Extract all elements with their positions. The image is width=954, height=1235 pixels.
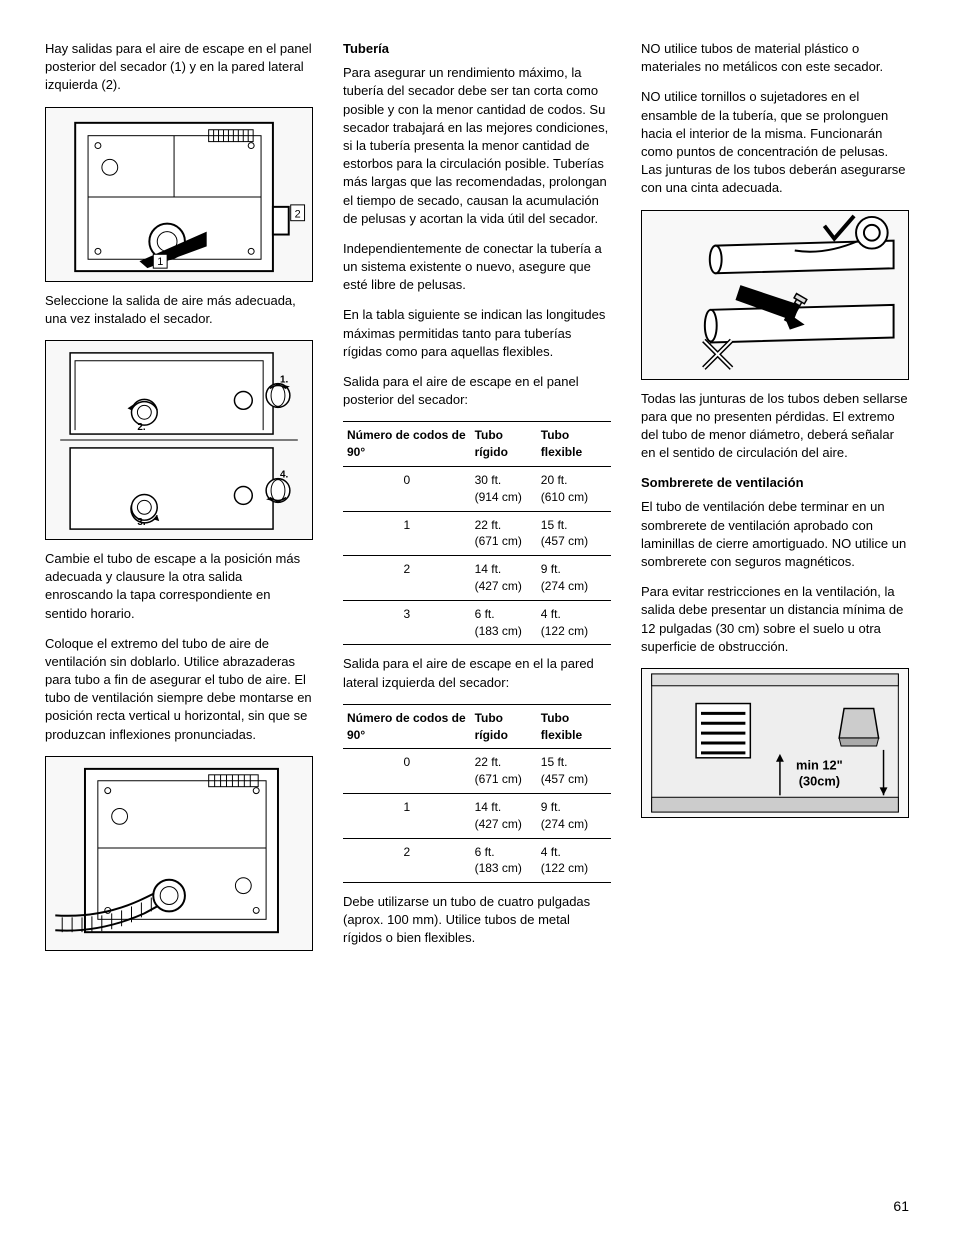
svg-text:min 12": min 12" <box>796 758 843 773</box>
table-cell: 15 ft. (457 cm) <box>537 511 611 556</box>
c2-p4: Salida para el aire de escape en el pane… <box>343 373 611 409</box>
column-1: Hay salidas para el aire de escape en el… <box>45 40 313 961</box>
c1-p3: Cambie el tubo de escape a la posición m… <box>45 550 313 623</box>
page-number: 61 <box>893 1197 909 1217</box>
table-side-outlet: Número de codos de 90° Tubo rígido Tubo … <box>343 704 611 883</box>
table-cell: 2 <box>343 838 471 883</box>
table-cell: 2 <box>343 556 471 601</box>
table-cell: 15 ft. (457 cm) <box>537 749 611 794</box>
fig1-label2: 2 <box>295 208 301 220</box>
c2-p3: En la tabla siguiente se indican las lon… <box>343 306 611 361</box>
fig2-l1: 1. <box>280 375 288 386</box>
table-cell: 9 ft. (274 cm) <box>537 556 611 601</box>
c3-p5: Para evitar restricciones en la ventilac… <box>641 583 909 656</box>
table-cell: 0 <box>343 466 471 511</box>
c2-h1: Tubería <box>343 40 611 58</box>
table-cell: 20 ft. (610 cm) <box>537 466 611 511</box>
t2-h3: Tubo flexible <box>537 704 611 749</box>
figure-vent-clearance: min 12" (30cm) <box>641 668 909 818</box>
c3-p3: Todas las junturas de los tubos deben se… <box>641 390 909 463</box>
t1-h1: Número de codos de 90° <box>343 422 471 467</box>
table-cell: 22 ft. (671 cm) <box>471 511 537 556</box>
c2-p2: Independientemente de conectar la tuberí… <box>343 240 611 295</box>
t2-body: 022 ft. (671 cm)15 ft. (457 cm) 114 ft. (… <box>343 749 611 883</box>
figure-dryer-hose-attached <box>45 756 313 951</box>
fig2-l2: 2. <box>137 422 145 433</box>
figure-dryer-back-outlets: 1 2 <box>45 107 313 282</box>
c2-p1: Para asegurar un rendimiento máximo, la … <box>343 64 611 228</box>
figure-tape-joints <box>641 210 909 380</box>
fig1-label1: 1 <box>157 256 163 268</box>
c3-h2: Sombrerete de ventilación <box>641 474 909 492</box>
c3-p4: El tubo de ventilación debe terminar en … <box>641 498 909 571</box>
t1-body: 030 ft. (914 cm)20 ft. (610 cm) 122 ft. (… <box>343 466 611 644</box>
table-cell: 1 <box>343 793 471 838</box>
column-2: Tubería Para asegurar un rendimiento máx… <box>343 40 611 961</box>
c1-p4: Coloque el extremo del tubo de aire de v… <box>45 635 313 744</box>
table-cell: 22 ft. (671 cm) <box>471 749 537 794</box>
svg-text:(30cm): (30cm) <box>799 773 840 788</box>
c3-p1: NO utilice tubos de material plástico o … <box>641 40 909 76</box>
c1-p1: Hay salidas para el aire de escape en el… <box>45 40 313 95</box>
table-cell: 4 ft. (122 cm) <box>537 600 611 645</box>
table-cell: 6 ft. (183 cm) <box>471 600 537 645</box>
c1-p2: Seleccione la salida de aire más adecuad… <box>45 292 313 328</box>
table-cell: 30 ft. (914 cm) <box>471 466 537 511</box>
table-cell: 0 <box>343 749 471 794</box>
table-cell: 6 ft. (183 cm) <box>471 838 537 883</box>
table-cell: 9 ft. (274 cm) <box>537 793 611 838</box>
c2-p5: Salida para el aire de escape en el la p… <box>343 655 611 691</box>
table-cell: 4 ft. (122 cm) <box>537 838 611 883</box>
t1-h3: Tubo flexible <box>537 422 611 467</box>
table-cell: 14 ft. (427 cm) <box>471 793 537 838</box>
fig2-l4: 4. <box>280 470 288 481</box>
c2-p6: Debe utilizarse un tubo de cuatro pulgad… <box>343 893 611 948</box>
table-cell: 14 ft. (427 cm) <box>471 556 537 601</box>
table-cell: 1 <box>343 511 471 556</box>
t2-h2: Tubo rígido <box>471 704 537 749</box>
figure-outlet-positions: 1. 2. 4. 3. <box>45 340 313 540</box>
table-cell: 3 <box>343 600 471 645</box>
table-rear-outlet: Número de codos de 90° Tubo rígido Tubo … <box>343 421 611 645</box>
t1-h2: Tubo rígido <box>471 422 537 467</box>
c3-p2: NO utilice tornillos o sujetadores en el… <box>641 88 909 197</box>
column-3: NO utilice tubos de material plástico o … <box>641 40 909 961</box>
t2-h1: Número de codos de 90° <box>343 704 471 749</box>
